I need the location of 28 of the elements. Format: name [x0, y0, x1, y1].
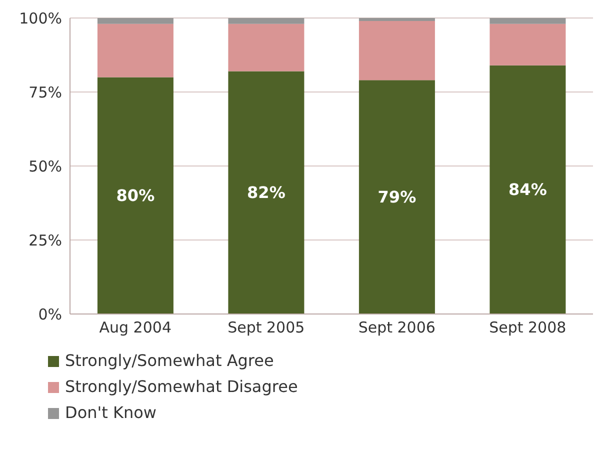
- data-label: 82%: [247, 183, 286, 202]
- bar: [358, 80, 435, 314]
- bar: [97, 24, 174, 78]
- y-tick-label: 50%: [28, 157, 62, 176]
- x-tick-label: Sept 2008: [489, 318, 566, 337]
- data-label: 79%: [378, 188, 416, 207]
- data-label: 84%: [508, 180, 547, 200]
- y-tick-label: 0%: [38, 305, 62, 324]
- bar: [490, 24, 566, 66]
- bar: [358, 18, 435, 21]
- bar: [358, 20, 435, 80]
- x-tick-label: Aug 2004: [99, 318, 172, 337]
- x-tick-label: Sept 2005: [228, 318, 305, 337]
- y-tick-label: 25%: [28, 231, 62, 250]
- y-tick-label: 100%: [19, 9, 62, 28]
- bar: [228, 18, 304, 24]
- bar: [490, 65, 566, 314]
- legend-label: Don't Know: [65, 402, 157, 424]
- legend-label: Strongly/Somewhat Disagree: [65, 376, 298, 398]
- bar: [97, 18, 174, 24]
- bar: [490, 18, 566, 24]
- bar: [228, 71, 304, 314]
- bar: [228, 24, 304, 72]
- x-tick-label: Sept 2006: [358, 318, 436, 337]
- data-label: 80%: [116, 186, 155, 206]
- y-tick-label: 75%: [28, 83, 62, 102]
- bar: [97, 77, 174, 314]
- legend-label: Strongly/Somewhat Agree: [65, 350, 274, 372]
